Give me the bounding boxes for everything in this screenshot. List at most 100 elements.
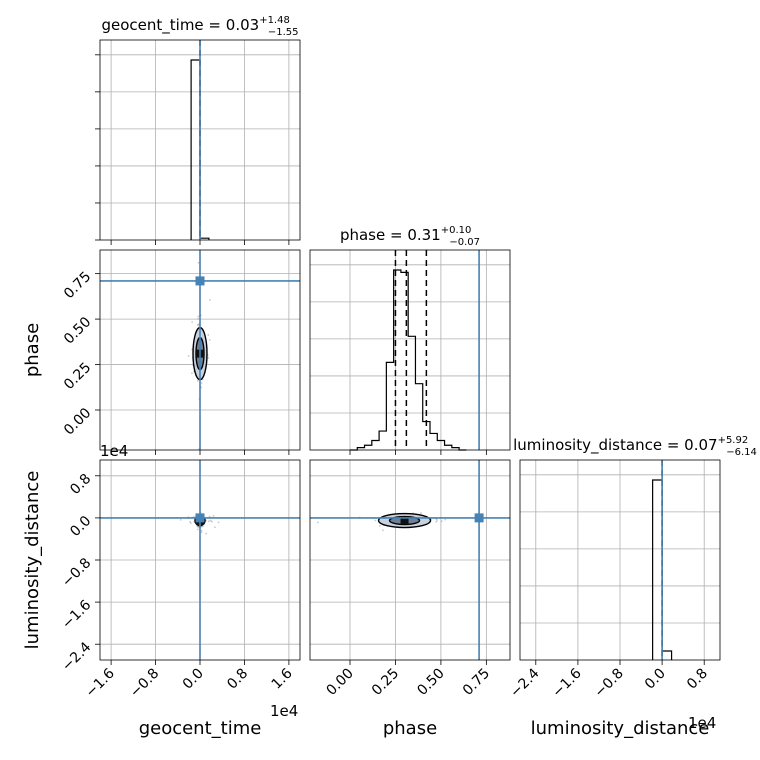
- gridlines: [520, 460, 720, 660]
- scatter-point: [208, 520, 210, 523]
- truth-marker: [195, 276, 205, 286]
- offset-text-y: 1e4: [100, 442, 128, 460]
- scatter-point: [419, 512, 422, 514]
- scatter-point: [209, 519, 212, 522]
- panel-luminosity_distance-hist: luminosity_distance = 0.07+5.92 −6.14 −2.4…: [507, 435, 757, 701]
- scatter-point: [201, 525, 204, 528]
- title-text: luminosity_distance =: [513, 436, 684, 455]
- x-tick-label: −0.8: [127, 666, 162, 701]
- panel-geocent_time-vs-phase: 0.00 0.25 0.50 0.75: [61, 249, 301, 455]
- scatter-point: [197, 261, 200, 264]
- scatter-point: [200, 531, 203, 534]
- scatter-point: [196, 528, 199, 531]
- x-tick-label: 0.8: [684, 666, 711, 693]
- histogram-phase: [350, 269, 467, 451]
- gridlines: [310, 460, 510, 660]
- y-tick-label: −2.4: [59, 639, 94, 674]
- x-tick-label: 0.0: [180, 666, 207, 693]
- y-tick-label: 0.75: [61, 269, 94, 302]
- title-median: 0.31: [407, 226, 440, 244]
- panel-frame: [309, 459, 511, 661]
- x-axis-label-phase: phase: [383, 718, 437, 739]
- scatter-point: [200, 382, 203, 384]
- scatter-point: [179, 518, 182, 521]
- title-plus: +0.10: [441, 225, 472, 236]
- x-tick-label: 0.0: [642, 666, 669, 693]
- scatter-point: [197, 317, 199, 320]
- scatter-point: [200, 529, 203, 532]
- scatter-point: [214, 526, 216, 529]
- scatter-point: [208, 515, 211, 518]
- x-tick-label: −2.4: [507, 665, 542, 700]
- scatter-point: [191, 372, 193, 375]
- gridlines: [310, 250, 510, 450]
- scatter-point: [196, 379, 199, 382]
- x-tick-label: 1.6: [269, 665, 296, 692]
- scatter-point: [187, 354, 190, 357]
- scatter-point: [209, 298, 211, 301]
- scatter-point: [207, 356, 210, 359]
- scatter-point: [217, 521, 220, 524]
- panel-geocent_time-vs-luminosity_distance: −2.4−1.6−0.80.00.8−1.6 −0.8 0.0 0.8 1.6: [59, 459, 301, 701]
- title-text: geocent_time =: [101, 16, 225, 35]
- scatter-point: [378, 524, 381, 527]
- y-tick-label: −1.6: [59, 597, 94, 632]
- scatter-point: [205, 532, 207, 535]
- scatter-point: [197, 324, 200, 327]
- title-minus: −0.07: [449, 237, 480, 248]
- offset-text-x: 1e4: [688, 714, 716, 732]
- y-tick-label: 0.50: [61, 314, 94, 347]
- panel-geocent_time-hist: geocent_time = 0.03+1.48 −1.55: [95, 15, 301, 245]
- title-minus: −6.14: [726, 447, 757, 458]
- offset-text-x: 1e4: [270, 702, 298, 720]
- title-minus: −1.55: [268, 27, 299, 38]
- y-tick-label: 0.8: [67, 471, 94, 498]
- panel-title-luminosity_distance: luminosity_distance = 0.07+5.92 −6.14: [513, 435, 757, 458]
- y-tick-label: 0.00: [61, 405, 94, 438]
- y-tick-label: 0.25: [61, 360, 94, 393]
- title-median: 0.03: [226, 16, 259, 34]
- x-tick-label: −1.6: [83, 665, 118, 700]
- x-tick-label: 0.25: [369, 666, 402, 699]
- scatter-point: [381, 529, 384, 532]
- scatter-point: [191, 321, 194, 323]
- panel-title-geocent_time: geocent_time = 0.03+1.48 −1.55: [101, 15, 298, 38]
- x-tick-label: 0.00: [323, 666, 356, 699]
- x-axis-label-luminosity_distance: luminosity_distance: [531, 718, 710, 739]
- scatter-point: [316, 521, 319, 524]
- panel-phase-vs-luminosity_distance: 0.00 0.25 0.50 0.75: [309, 459, 511, 699]
- scatter-point: [435, 520, 438, 523]
- x-tick-label: 0.8: [224, 666, 251, 693]
- y-tick-label: −0.8: [59, 555, 94, 590]
- truth-marker: [474, 513, 484, 523]
- density-peak: [400, 516, 409, 525]
- title-text: phase =: [340, 226, 407, 244]
- scatter-point: [440, 520, 443, 523]
- x-tick-label: 0.75: [460, 666, 493, 699]
- x-tick-label: 0.50: [414, 666, 447, 699]
- panel-title-phase: phase = 0.31+0.10 −0.07: [340, 225, 480, 248]
- scatter-point: [374, 519, 377, 522]
- x-axis-label-geocent_time: geocent_time: [139, 718, 262, 739]
- scatter-point: [212, 515, 215, 517]
- y-axis-label-luminosity_distance: luminosity_distance: [22, 471, 43, 650]
- scatter-point: [436, 519, 438, 522]
- scatter-point: [208, 339, 211, 341]
- title-plus: +1.48: [259, 15, 290, 26]
- title-median: 0.07: [684, 436, 717, 454]
- scatter-point: [444, 518, 447, 521]
- scatter-point: [189, 522, 192, 525]
- x-tick-label: −0.8: [591, 666, 626, 701]
- scatter-point: [189, 520, 192, 523]
- truth-marker: [195, 513, 205, 523]
- scatter-point: [207, 334, 210, 336]
- panel-phase-hist: phase = 0.31+0.10 −0.07: [309, 225, 511, 455]
- y-axis-label-phase: phase: [22, 323, 43, 377]
- scatter-point: [211, 520, 213, 523]
- y-tick-label: 0.0: [67, 513, 94, 540]
- x-tick-label: −1.6: [549, 665, 584, 700]
- title-plus: +5.92: [718, 435, 749, 446]
- panel-frame: [309, 249, 511, 451]
- scatter-point: [197, 315, 200, 318]
